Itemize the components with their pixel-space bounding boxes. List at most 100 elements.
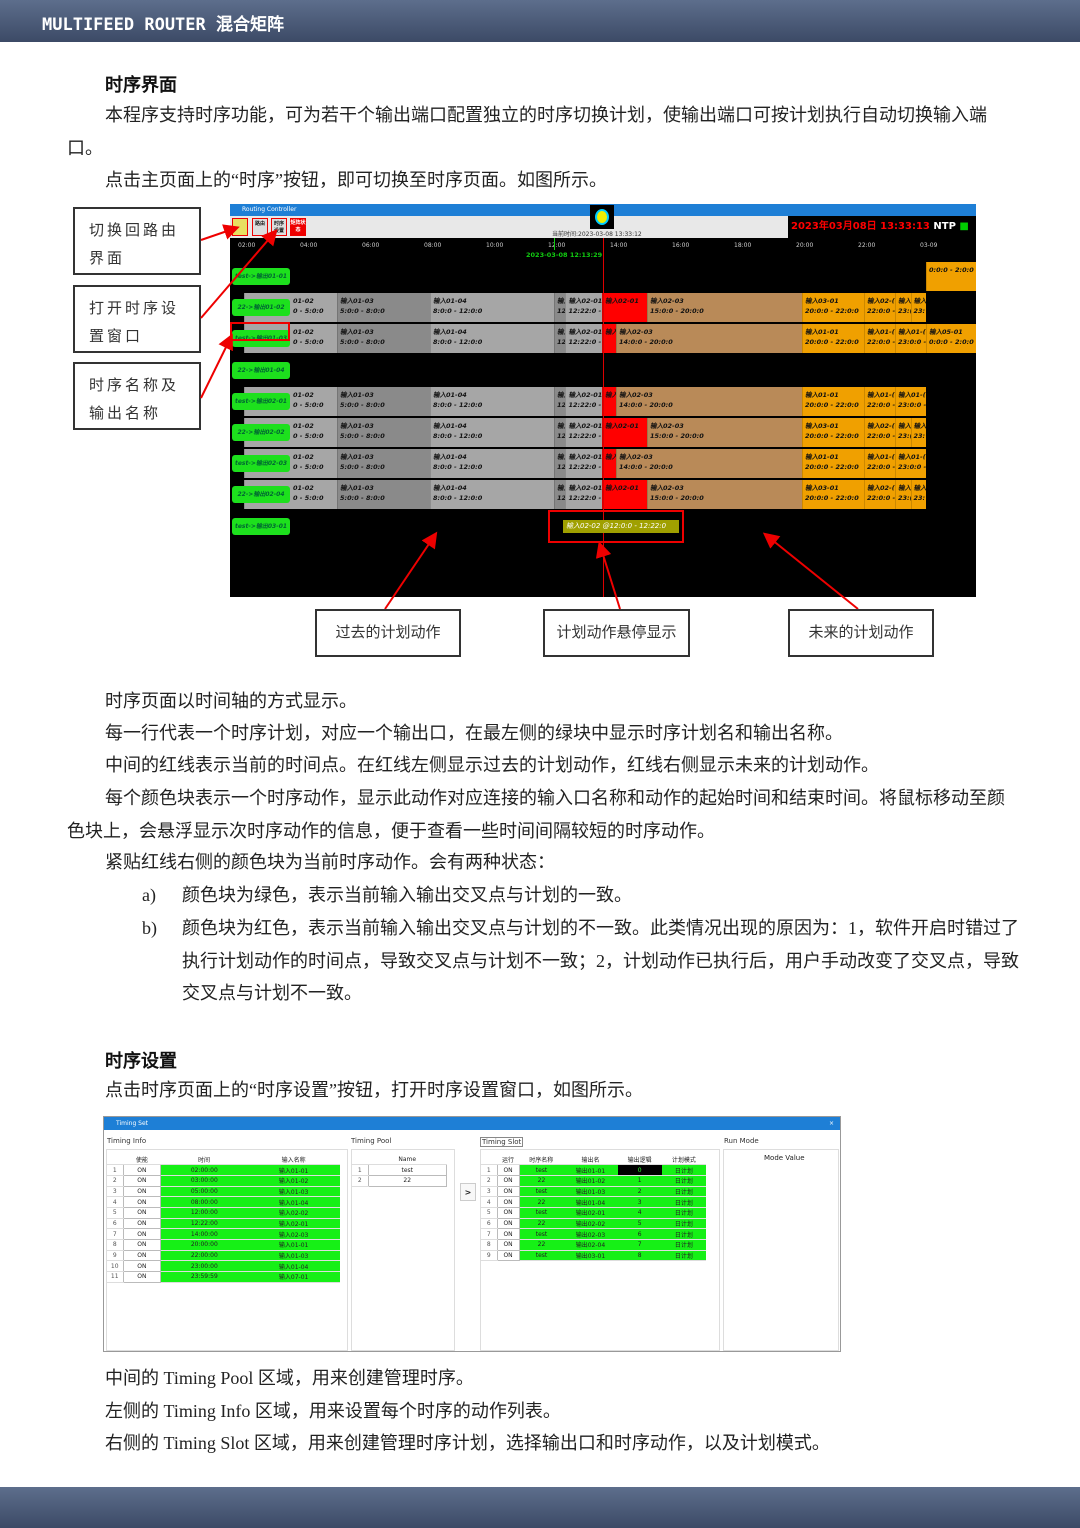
close-icon[interactable]: × [828, 1120, 834, 1127]
schedule-block[interactable]: 输入 23: [910, 293, 926, 323]
table-cell: 输出02-01 [563, 1207, 618, 1219]
schedule-block[interactable]: 输入12: [554, 293, 566, 323]
schedule-block[interactable]: 输入05-01 0:0:0 - 2:0:0 [926, 324, 976, 354]
current-time-line [603, 238, 604, 597]
schedule-block[interactable]: 输入01-04 8:0:0 - 12:0:0 [430, 418, 554, 447]
table-row: 4 ON 08:00:00 输入01-04 [107, 1196, 340, 1208]
timing-info-table: 使能 时间 输入名称 1 ON 02:00:00 输入01-01 2 ON 03:00:00 输入0… [106, 1149, 348, 1351]
schedule-block[interactable]: 输入02-(22:0:0 - [864, 480, 895, 510]
schedule-block[interactable]: 输入01-04 8:0:0 - 12:0:0 [430, 449, 554, 479]
schedule-block[interactable]: 输入02-01 12:22:0 - [565, 386, 603, 416]
schedule-block[interactable]: 输入01-01 20:0:0 - 22:0:0 [802, 324, 864, 354]
ntp-status-icon: ■ [959, 221, 969, 232]
timing-row-label[interactable]: test->输出01-01 [232, 268, 290, 285]
schedule-block[interactable]: 输入02-03 15:0:0 - 20:0:0 [647, 480, 802, 510]
table-cell: 输出01-01 [563, 1164, 618, 1176]
timing-row-label[interactable]: test->输出03-01 [232, 517, 290, 535]
table-cell: ON [496, 1185, 520, 1198]
schedule-block[interactable]: 输入02-01 [602, 480, 647, 510]
schedule-block[interactable]: 输入01-01 20:0:0 - 22:0:0 [802, 386, 864, 416]
schedule-block[interactable]: 输入01-04 8:0:0 - 12:0:0 [430, 480, 554, 510]
list-item-b: b) 颜色块为红色，表示当前输入输出交叉点与计划的不一致。此类情况出现的原因为：1… [142, 918, 1019, 1003]
schedule-block[interactable]: 输入01-04 8:0:0 - 12:0:0 [430, 386, 554, 416]
schedule-block[interactable]: 输入01-(23:0:0 - [895, 386, 926, 416]
schedule-block[interactable]: 输入12: [554, 418, 566, 447]
table-cell: 2 [352, 1175, 368, 1187]
table-header: 使能 [123, 1154, 161, 1166]
matrix-status-button[interactable]: 矩阵状态 [290, 218, 306, 236]
schedule-block[interactable]: 输入02-01 [602, 293, 647, 323]
schedule-block[interactable]: 输入01-03 5:0:0 - 8:0:0 [337, 324, 430, 354]
schedule-block[interactable]: 输入01-04 8:0:0 - 12:0:0 [430, 293, 554, 323]
schedule-block[interactable]: 输入01-03 5:0:0 - 8:0:0 [337, 449, 430, 479]
table-cell: 输入02-02 [247, 1207, 340, 1219]
schedule-block[interactable]: 输入 [602, 449, 616, 479]
table-cell: 输入01-01 [247, 1164, 340, 1176]
schedule-block[interactable]: 输入02-01 12:22:0 - [565, 418, 603, 447]
schedule-block[interactable]: 输入02-01 12:22:0 - [565, 324, 603, 354]
table-row: 1 ON 02:00:00 输入01-01 [107, 1164, 340, 1176]
schedule-block[interactable]: 输入01-(23:0:0 - [895, 449, 926, 479]
schedule-block[interactable]: 输入12: [554, 480, 566, 510]
table-cell: ON [122, 1271, 162, 1283]
schedule-block[interactable]: 输入02-(22:0:0 - [864, 293, 895, 323]
schedule-block[interactable]: 输入 [602, 324, 616, 354]
schedule-block[interactable]: 输入01-(22:0:0 - [864, 324, 895, 354]
schedule-block[interactable]: 输入12: [554, 324, 566, 354]
table-cell: 5 [107, 1207, 123, 1219]
schedule-block[interactable]: 输入12: [554, 386, 566, 416]
schedule-block[interactable]: 输入02-(22:0:0 - [864, 418, 895, 447]
schedule-block[interactable]: 输入03-01 20:0:0 - 22:0:0 [802, 418, 864, 447]
schedule-block[interactable]: 输入01-(22:0:0 - [864, 449, 895, 479]
schedule-block[interactable]: 输入02-01 [602, 418, 647, 447]
timing-row-label[interactable]: 22->输出01-02 [232, 299, 290, 317]
table-row: 6 ON 12:22:00 输入02-01 [107, 1217, 340, 1230]
table-cell: ON [496, 1249, 520, 1262]
schedule-block[interactable]: 输入01-01 20:0:0 - 22:0:0 [802, 449, 864, 479]
table-header [107, 1154, 123, 1166]
timing-row-label[interactable]: test->输出02-03 [232, 455, 290, 473]
schedule-block[interactable]: 输入 23: [910, 480, 926, 510]
schedule-block[interactable]: 输入02-01 12:22:0 - [565, 480, 603, 510]
current-time-label: 当前时间:2023-03-08 13:33:12 [552, 231, 642, 238]
header-row: Name [352, 1154, 447, 1166]
schedule-block[interactable]: 输入02-03 15:0:0 - 20:0:0 [647, 293, 802, 323]
page-header-bar: MULTIFEED ROUTER 混合矩阵 [0, 0, 1080, 42]
schedule-block[interactable]: 输入01-(22:0:0 - [864, 386, 895, 416]
schedule-block[interactable]: 输入03-01 20:0:0 - 22:0:0 [802, 293, 864, 323]
schedule-block[interactable]: 输入01-04 8:0:0 - 12:0:0 [430, 324, 554, 354]
add-to-slot-button[interactable]: > [460, 1183, 476, 1201]
schedule-block[interactable]: 0:0:0 - 2:0:0 [926, 262, 976, 291]
schedule-block[interactable]: 输入01-03 5:0:0 - 8:0:0 [337, 480, 430, 510]
schedule-block[interactable]: 输入01-03 5:0:0 - 8:0:0 [337, 293, 430, 323]
timing-row-label[interactable]: test->输出02-01 [232, 392, 290, 410]
schedule-block[interactable]: 输入02-03 14:0:0 - 20:0:0 [616, 324, 802, 354]
timing-row-label[interactable]: test->输出01-03 [232, 330, 290, 348]
schedule-block[interactable]: 输入03-01 20:0:0 - 22:0:0 [802, 480, 864, 510]
schedule-block[interactable]: 输入02-03 14:0:0 - 20:0:0 [616, 386, 802, 416]
schedule-block[interactable]: 输入02-01 12:22:0 - [565, 293, 603, 323]
schedule-block[interactable]: 输入01-03 5:0:0 - 8:0:0 [337, 386, 430, 416]
timing-row-label[interactable]: 22->输出02-02 [232, 424, 290, 441]
schedule-block[interactable]: 输入02-03 14:0:0 - 20:0:0 [616, 449, 802, 479]
schedule-block[interactable]: 输入02-03 15:0:0 - 20:0:0 [647, 418, 802, 447]
paragraph: 中间的 Timing Pool 区域，用来创建管理时序。 [105, 1368, 474, 1388]
axis-tick: 06:00 [362, 242, 380, 249]
table-cell: ON [122, 1206, 162, 1219]
schedule-block[interactable]: 输入12: [554, 449, 566, 479]
axis-tick: 03-09 [920, 242, 938, 249]
schedule-block[interactable]: 输入02-01 12:22:0 - [565, 449, 603, 479]
schedule-block[interactable]: 输入01-03 5:0:0 - 8:0:0 [337, 418, 430, 447]
schedule-block[interactable]: 输入 [602, 386, 616, 416]
table-row: 4 ON 22 输出01-04 3 日计划 [481, 1196, 706, 1208]
table-cell: 2 [481, 1175, 497, 1187]
schedule-block[interactable]: 输入 23: [910, 418, 926, 447]
schedule-block[interactable]: 输入01-(23:0:0 - [895, 324, 926, 354]
table-cell: 输出02-02 [563, 1218, 618, 1230]
timing-row-label[interactable]: 22->输出01-04 [232, 361, 290, 379]
table-cell: ON [122, 1174, 162, 1187]
timing-row-label[interactable]: 22->输出02-04 [232, 486, 290, 504]
